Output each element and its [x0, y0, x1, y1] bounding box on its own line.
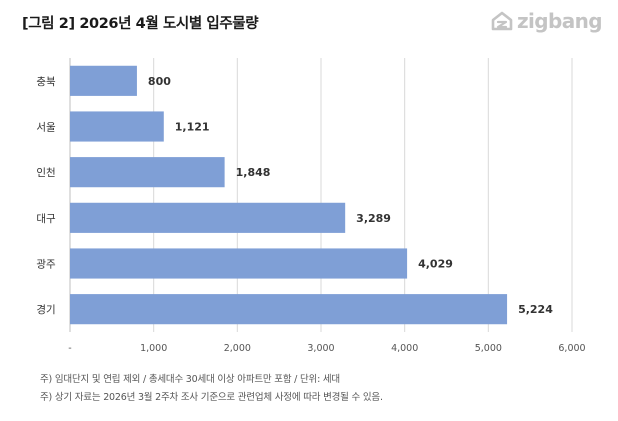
- footnote-2: 주) 상기 자료는 2026년 3월 2주차 조사 기준으로 관련업체 사정에 …: [40, 392, 383, 403]
- x-tick-label: 2,000: [224, 343, 251, 354]
- category-label: 광주: [36, 259, 56, 271]
- bar: [70, 65, 137, 96]
- chart-title: [그림 2] 2026년 4월 도시별 입주물량: [22, 16, 259, 32]
- category-label: 서울: [36, 122, 56, 134]
- data-label: 1,121: [175, 121, 210, 134]
- x-tick-label: 3,000: [307, 343, 334, 354]
- footnote-1: 주) 임대단지 및 연립 제외 / 총세대수 30세대 이상 아파트만 포함 /…: [40, 374, 340, 385]
- bar: [70, 157, 225, 188]
- x-tick-label: 1,000: [140, 343, 167, 354]
- category-label: 대구: [36, 213, 56, 225]
- bar: [70, 248, 408, 279]
- x-tick-label: -: [68, 343, 71, 354]
- category-label: 인천: [36, 167, 55, 179]
- house-logo-icon: [491, 11, 513, 31]
- data-label: 800: [148, 75, 171, 88]
- x-tick-label: 4,000: [391, 343, 418, 354]
- data-label: 3,289: [356, 212, 391, 225]
- brand-wordmark: zigbang: [517, 9, 603, 33]
- bar: [70, 202, 346, 233]
- x-tick-label: 6,000: [558, 343, 585, 354]
- category-label: 경기: [36, 303, 55, 316]
- x-tick-label: 5,000: [475, 343, 502, 354]
- data-label: 1,848: [236, 166, 271, 179]
- brand-logo: zigbang: [490, 9, 603, 33]
- data-label: 4,029: [418, 258, 453, 271]
- category-label: 충북: [36, 76, 56, 88]
- bar: [70, 111, 164, 142]
- bar: [70, 294, 508, 325]
- data-label: 5,224: [518, 303, 553, 316]
